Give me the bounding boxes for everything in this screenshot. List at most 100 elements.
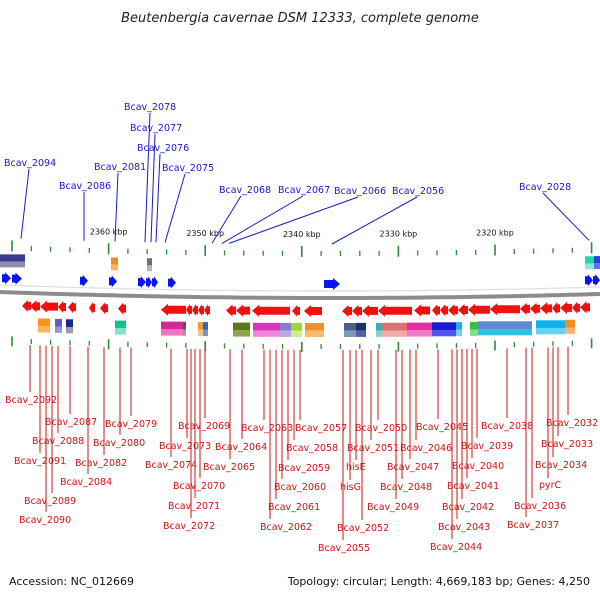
reverse-gene-label[interactable]: Bcav_2044 (430, 542, 482, 553)
reverse-gene-label[interactable]: Bcav_2039 (461, 441, 513, 452)
reverse-gene-arrow[interactable] (490, 303, 520, 316)
reverse-gene-arrow[interactable] (432, 304, 440, 317)
reverse-gene-arrow[interactable] (520, 302, 530, 315)
reverse-gene-label[interactable]: Bcav_2090 (19, 515, 71, 526)
forward-gene-arrow[interactable] (146, 276, 152, 289)
reverse-gene-label[interactable]: Bcav_2072 (163, 521, 215, 532)
forward-gene-label[interactable]: Bcav_2028 (519, 182, 571, 193)
reverse-gene-arrow[interactable] (572, 301, 580, 314)
forward-gene-arrow[interactable] (324, 278, 340, 290)
reverse-gene-label[interactable]: Bcav_2059 (278, 463, 330, 474)
forward-gene-label[interactable]: Bcav_2075 (162, 163, 214, 174)
reverse-gene-label[interactable]: Bcav_2048 (380, 482, 432, 493)
reverse-gene-label[interactable]: Bcav_2032 (546, 418, 598, 429)
reverse-gene-arrow[interactable] (236, 304, 250, 317)
reverse-gene-label[interactable]: Bcav_2087 (45, 417, 97, 428)
reverse-gene-arrow[interactable] (448, 304, 458, 317)
reverse-gene-label[interactable]: Bcav_2042 (442, 502, 494, 513)
reverse-gene-label[interactable]: Bcav_2043 (438, 522, 490, 533)
forward-gene-arrow[interactable] (138, 276, 146, 289)
forward-gene-label[interactable]: Bcav_2078 (124, 102, 176, 113)
forward-gene-label[interactable]: Bcav_2056 (392, 186, 444, 197)
forward-gene-label[interactable]: Bcav_2067 (278, 185, 330, 196)
reverse-gene-arrow[interactable] (560, 301, 572, 314)
forward-gene-label[interactable]: Bcav_2076 (137, 143, 189, 154)
reverse-gene-arrow[interactable] (226, 304, 236, 317)
reverse-gene-arrow[interactable] (186, 303, 192, 316)
reverse-gene-arrow[interactable] (540, 302, 552, 315)
reverse-gene-arrow[interactable] (100, 302, 108, 315)
reverse-gene-arrow[interactable] (58, 301, 66, 313)
reverse-gene-arrow[interactable] (440, 304, 448, 317)
reverse-gene-arrow[interactable] (414, 304, 430, 317)
reverse-gene-label[interactable]: Bcav_2058 (286, 443, 338, 454)
reverse-gene-arrow[interactable] (458, 304, 468, 316)
reverse-gene-arrow[interactable] (580, 301, 590, 314)
forward-gene-arrow[interactable] (593, 274, 600, 287)
forward-gene-label[interactable]: Bcav_2077 (130, 123, 182, 134)
reverse-gene-arrow[interactable] (378, 304, 412, 317)
reverse-gene-arrow[interactable] (161, 303, 186, 316)
forward-gene-arrow[interactable] (80, 274, 88, 287)
reverse-gene-label[interactable]: Bcav_2088 (32, 436, 84, 447)
reverse-gene-label[interactable]: Bcav_2033 (541, 439, 593, 450)
reverse-gene-label[interactable]: Bcav_2034 (535, 460, 587, 471)
forward-gene-label[interactable]: Bcav_2066 (334, 186, 386, 197)
forward-gene-arrow[interactable] (2, 272, 11, 285)
forward-gene-arrow[interactable] (109, 275, 117, 288)
reverse-gene-label[interactable]: Bcav_2084 (60, 477, 112, 488)
reverse-gene-label[interactable]: Bcav_2047 (387, 462, 439, 473)
reverse-gene-label[interactable]: Bcav_2092 (5, 395, 57, 406)
reverse-gene-label[interactable]: Bcav_2071 (168, 501, 220, 512)
reverse-gene-label[interactable]: pyrC (539, 480, 562, 491)
reverse-gene-arrow[interactable] (68, 301, 76, 314)
reverse-gene-label[interactable]: Bcav_2070 (173, 481, 225, 492)
reverse-gene-label[interactable]: Bcav_2046 (400, 443, 452, 454)
reverse-gene-label[interactable]: Bcav_2060 (274, 482, 326, 493)
reverse-gene-arrow[interactable] (89, 301, 95, 314)
reverse-gene-label[interactable]: Bcav_2038 (481, 421, 533, 432)
reverse-gene-label[interactable]: Bcav_2050 (355, 423, 407, 434)
reverse-gene-label[interactable]: Bcav_2036 (514, 501, 566, 512)
reverse-gene-arrow[interactable] (292, 304, 300, 317)
reverse-gene-label[interactable]: Bcav_2061 (268, 502, 320, 513)
reverse-gene-label[interactable]: Bcav_2074 (145, 460, 197, 471)
reverse-gene-label[interactable]: Bcav_2040 (452, 461, 504, 472)
reverse-gene-label[interactable]: hisG (340, 482, 361, 493)
reverse-gene-arrow[interactable] (204, 304, 210, 317)
forward-gene-label[interactable]: Bcav_2068 (219, 185, 271, 196)
forward-gene-arrow[interactable] (152, 276, 158, 289)
reverse-gene-label[interactable]: Bcav_2051 (347, 443, 399, 454)
forward-gene-arrow[interactable] (12, 272, 22, 285)
reverse-gene-arrow[interactable] (30, 300, 40, 313)
reverse-gene-label[interactable]: Bcav_2079 (105, 419, 157, 430)
reverse-gene-arrow[interactable] (22, 299, 31, 312)
reverse-gene-label[interactable]: Bcav_2041 (447, 481, 499, 492)
forward-gene-label[interactable]: Bcav_2094 (4, 158, 56, 169)
reverse-gene-label[interactable]: Bcav_2065 (203, 462, 255, 473)
reverse-gene-arrow[interactable] (530, 302, 540, 315)
reverse-gene-label[interactable]: Bcav_2063 (241, 423, 293, 434)
reverse-gene-arrow[interactable] (118, 302, 126, 315)
reverse-gene-label[interactable]: hisE (346, 462, 366, 473)
reverse-gene-arrow[interactable] (40, 300, 58, 313)
reverse-gene-label[interactable]: Bcav_2080 (93, 438, 145, 449)
reverse-gene-arrow[interactable] (252, 304, 290, 317)
forward-gene-label[interactable]: Bcav_2086 (59, 181, 111, 192)
reverse-gene-arrow[interactable] (352, 305, 362, 317)
reverse-gene-label[interactable]: Bcav_2037 (507, 520, 559, 531)
reverse-gene-label[interactable]: Bcav_2091 (14, 456, 66, 467)
reverse-gene-arrow[interactable] (192, 304, 198, 316)
reverse-gene-arrow[interactable] (468, 303, 490, 316)
reverse-gene-label[interactable]: Bcav_2082 (75, 458, 127, 469)
reverse-gene-arrow[interactable] (304, 305, 322, 317)
reverse-gene-label[interactable]: Bcav_2052 (337, 523, 389, 534)
reverse-gene-label[interactable]: Bcav_2073 (159, 441, 211, 452)
reverse-gene-arrow[interactable] (362, 304, 378, 317)
reverse-gene-arrow[interactable] (342, 305, 352, 317)
forward-gene-arrow[interactable] (168, 276, 176, 289)
reverse-gene-arrow[interactable] (552, 302, 560, 315)
forward-gene-label[interactable]: Bcav_2081 (94, 162, 146, 173)
forward-gene-arrow[interactable] (585, 274, 593, 287)
reverse-gene-arrow[interactable] (198, 304, 204, 317)
